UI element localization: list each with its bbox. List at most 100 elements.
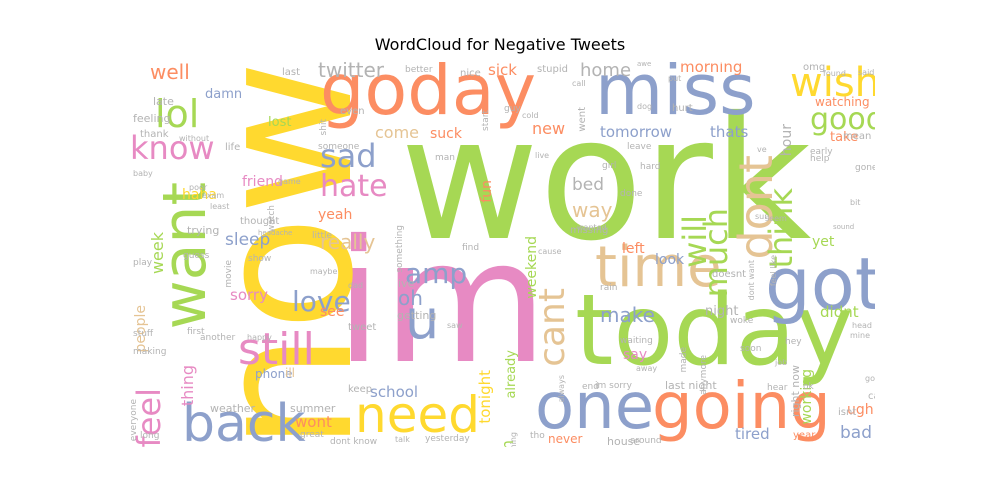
word-making: making [133, 347, 167, 357]
word-long: long [140, 431, 160, 441]
word-start: start [481, 110, 491, 131]
word-find: find [462, 243, 480, 253]
word-something: something [395, 225, 405, 273]
word-home: home [580, 62, 632, 81]
word-year: year [793, 430, 816, 441]
word-im: im [335, 204, 548, 402]
word-already: already [504, 350, 519, 399]
word-omg: omg [803, 62, 826, 73]
word-missing: missing [570, 225, 609, 236]
word-early: early [810, 147, 833, 157]
word-morning: morning [680, 62, 743, 76]
word-im-sorry: im sorry [595, 381, 632, 391]
word-suck: suck [430, 126, 462, 142]
word-yet: yet [812, 234, 835, 250]
word-rain: rain [600, 283, 618, 293]
word-yeah: yeah [318, 207, 353, 223]
word-wanted: wanted [577, 223, 607, 232]
word-hate: hate [320, 169, 388, 204]
word-bit: bit [850, 198, 861, 207]
word-week: week [148, 232, 167, 275]
word-without: without [179, 134, 210, 143]
word-everyone: everyone [129, 399, 139, 442]
word-thank: thank [140, 129, 169, 140]
word-miss: miss [595, 62, 756, 131]
word-bad: bad [840, 423, 872, 443]
word-thought: thought [240, 216, 280, 227]
word-summer: summer [290, 402, 336, 415]
word-new: new [532, 119, 566, 138]
word-seem: seem [765, 214, 787, 223]
word-dog: dog [637, 102, 653, 111]
word-sorry: sorry [230, 286, 268, 304]
word-wont: wont [295, 413, 332, 431]
word-fun: fun [479, 180, 495, 203]
word-getting: getting [397, 309, 437, 322]
word-nothing: nothing [509, 432, 518, 447]
word-done: done [620, 189, 643, 199]
word-ve: ve [757, 145, 767, 154]
word-work: work [400, 81, 812, 279]
word-around: around [630, 436, 662, 446]
word-better: better [405, 65, 433, 75]
word-hear: hear [767, 383, 788, 393]
word-car: car [868, 391, 875, 402]
word-really: really [320, 230, 376, 254]
word-damn: damn [205, 87, 243, 102]
word-great: great [300, 430, 324, 440]
word-doesnt: doesnt [712, 269, 747, 280]
word-thats: thats [710, 123, 749, 141]
word-least: least [210, 202, 230, 211]
word-never: never [548, 432, 583, 446]
word-got: got [765, 242, 875, 326]
word-way: way [572, 198, 613, 222]
word-even: even [340, 106, 365, 117]
word-dont-know: dont know [330, 437, 378, 447]
word-dont-want: dont want [747, 260, 756, 301]
word-dad: dad [348, 281, 364, 290]
word-saw: saw [447, 321, 463, 330]
word-exam: exam [202, 191, 225, 200]
word-sun: sun [755, 212, 770, 221]
word-hard: hard [640, 162, 661, 172]
word-ive: ive [398, 277, 415, 290]
word-right-now: right now [789, 365, 802, 418]
word-tired: tired [735, 425, 770, 443]
word-today: today [575, 274, 854, 388]
word-goday: goday [320, 62, 537, 131]
word-back: back [182, 394, 306, 447]
word-head: head [852, 321, 872, 330]
word-man: man [435, 153, 455, 163]
word-nice: nice [460, 68, 481, 79]
word-sleep: sleep [225, 230, 271, 250]
word-talk: talk [395, 435, 410, 444]
word-sound: sound [833, 223, 855, 231]
word-cant: cant [532, 288, 573, 367]
word-last-night: last night [665, 379, 717, 392]
word-bed: bed [572, 175, 605, 195]
word-put: put [668, 74, 682, 83]
word-love: love [292, 285, 351, 318]
word-job: job [775, 358, 788, 367]
word-woke: woke [730, 316, 754, 326]
word-happy: happy [247, 333, 272, 342]
word-baby: baby [133, 169, 153, 178]
word-cold: cold [522, 111, 539, 120]
word-twitter: twitter [318, 62, 384, 82]
word-left: left [622, 241, 645, 257]
wordcloud-canvas: work im now today goday miss got going one want ti… [125, 62, 875, 447]
word-look: look [655, 252, 685, 268]
word-need: need [355, 386, 480, 444]
word-leave: leave [627, 142, 652, 152]
word-well: well [150, 62, 190, 84]
word-said: said [858, 68, 875, 77]
word-mean: mean [843, 131, 872, 142]
word-help: help [810, 154, 830, 164]
word-ugh: ugh [847, 402, 874, 418]
word-late: late [153, 95, 174, 108]
word-tho: tho [530, 431, 545, 441]
word-someone: someone [318, 142, 360, 152]
word-time: time [595, 235, 722, 300]
word-u: u [405, 288, 440, 351]
word-away: away [636, 364, 658, 373]
